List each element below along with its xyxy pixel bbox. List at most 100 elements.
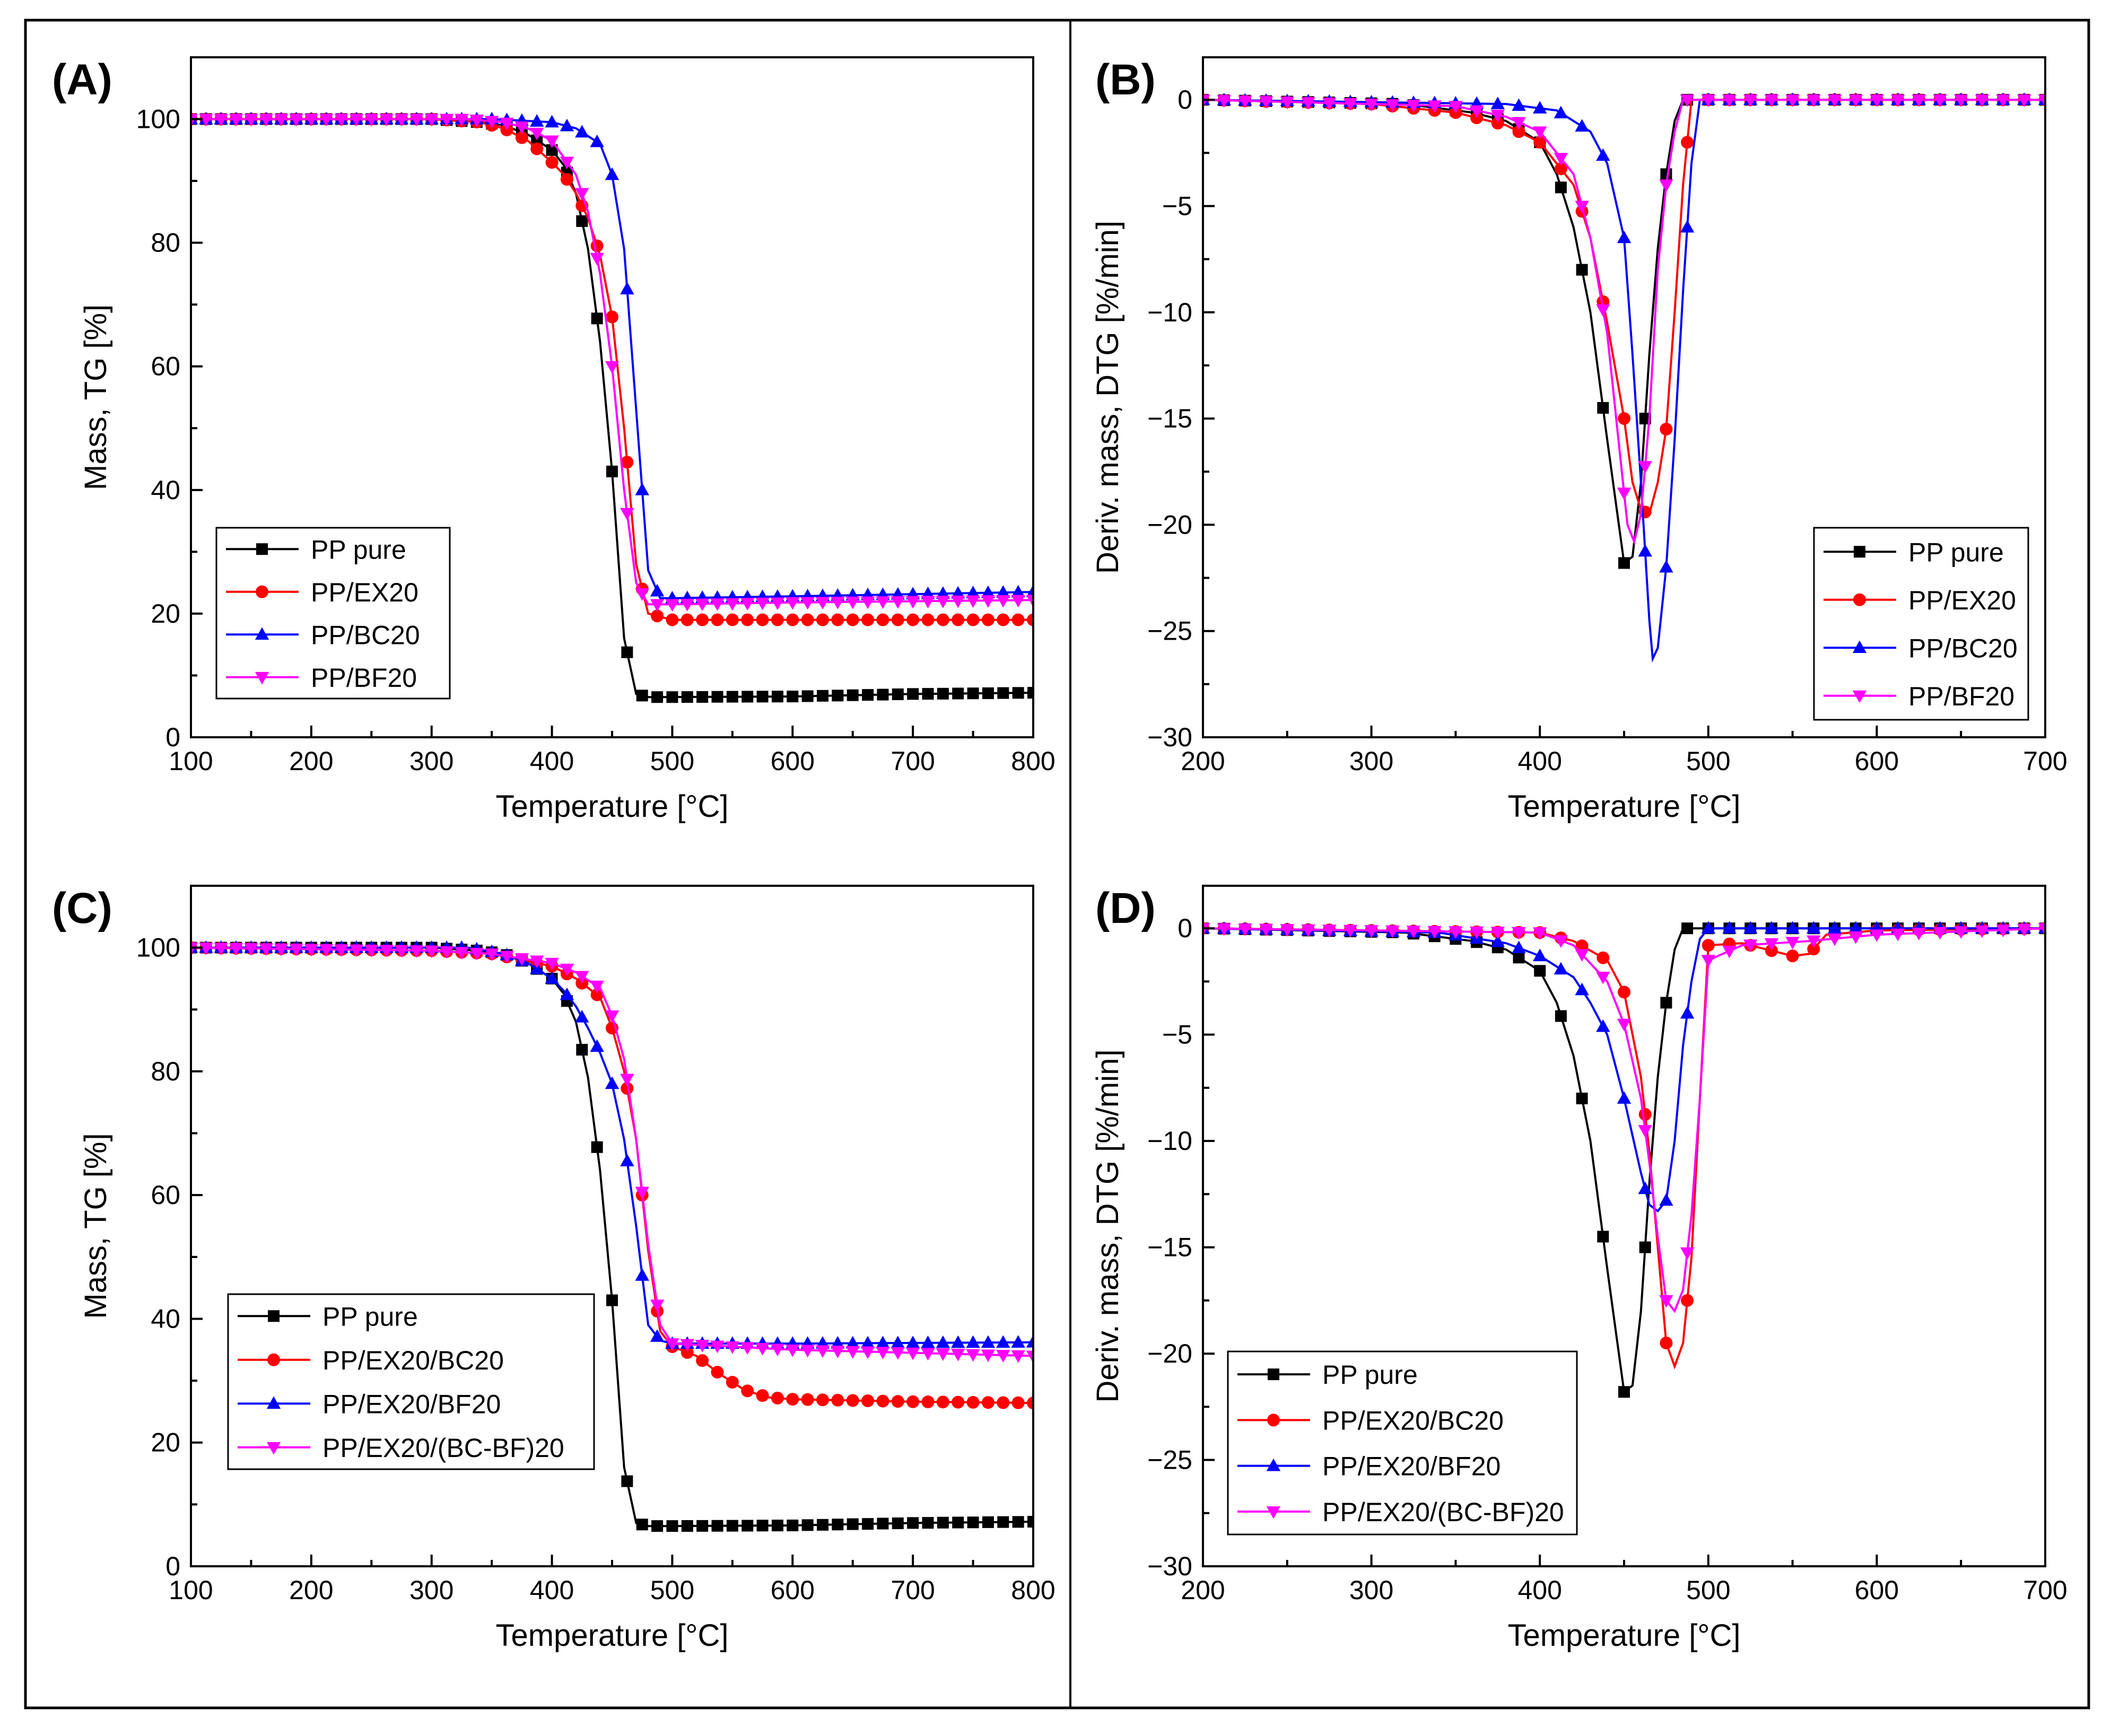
y-tick-label: −5 bbox=[1162, 1020, 1192, 1050]
data-point bbox=[786, 1393, 799, 1406]
data-point bbox=[892, 1517, 904, 1529]
data-point bbox=[815, 1345, 830, 1358]
data-point bbox=[996, 1335, 1010, 1348]
legend-marker bbox=[268, 1310, 280, 1322]
data-point bbox=[591, 1141, 603, 1153]
data-point bbox=[606, 310, 618, 324]
data-point bbox=[922, 688, 934, 700]
data-point bbox=[951, 1348, 965, 1362]
data-point bbox=[787, 691, 799, 703]
legend-marker bbox=[1266, 1458, 1281, 1471]
data-point bbox=[575, 971, 589, 984]
data-point bbox=[892, 688, 904, 701]
legend-label: PP/EX20/BF20 bbox=[322, 1389, 501, 1419]
data-point bbox=[621, 1081, 634, 1095]
series-pp-ex20-bc-bf-20 bbox=[1203, 923, 2045, 1313]
data-point bbox=[620, 508, 634, 521]
data-point bbox=[726, 1520, 738, 1532]
data-point bbox=[289, 114, 303, 127]
data-point bbox=[1639, 1241, 1651, 1253]
data-point bbox=[907, 1517, 919, 1529]
data-point bbox=[1807, 935, 1821, 948]
data-point bbox=[1596, 148, 1610, 161]
data-point bbox=[1027, 1397, 1033, 1410]
data-point bbox=[1427, 100, 1442, 113]
legend-label: PP/BF20 bbox=[311, 663, 417, 693]
series-pp-ex20-bc-bf-20 bbox=[191, 942, 1033, 1364]
data-point bbox=[590, 980, 604, 993]
data-point bbox=[1555, 1010, 1567, 1022]
y-tick-label: 60 bbox=[151, 1180, 180, 1210]
data-point bbox=[1280, 97, 1294, 109]
data-point bbox=[560, 173, 573, 186]
data-point bbox=[1027, 687, 1033, 699]
data-point bbox=[681, 1520, 693, 1532]
data-point bbox=[937, 1516, 949, 1529]
panel-a: (A) 100 200 300 400 500 600 700 800 0 20 40 60 80 100 T… bbox=[52, 56, 1056, 824]
data-point bbox=[560, 963, 574, 976]
x-tick-label: 100 bbox=[169, 746, 213, 776]
data-point bbox=[831, 597, 845, 609]
y-tick-label: −20 bbox=[1147, 510, 1192, 539]
data-point bbox=[1512, 927, 1526, 940]
data-point bbox=[1954, 94, 1968, 107]
data-point bbox=[845, 1346, 860, 1359]
data-point bbox=[1596, 972, 1610, 984]
data-point bbox=[696, 1520, 709, 1532]
data-point bbox=[936, 1395, 949, 1409]
legend: PP pure PP/EX20/BC20 PP/EX20/BF20 PP/EX20/(… bbox=[1227, 1350, 1578, 1536]
data-point bbox=[862, 1518, 874, 1530]
data-point bbox=[1702, 939, 1715, 952]
y-tick-label: −10 bbox=[1147, 298, 1192, 327]
data-point bbox=[1575, 200, 1589, 214]
series-pp-bf20 bbox=[191, 114, 1033, 612]
panels: (A)100 200 300 400 500 600 700 800020406080100T… bbox=[52, 56, 2068, 1653]
data-point bbox=[876, 1347, 890, 1359]
data-point bbox=[862, 689, 874, 701]
data-point bbox=[515, 131, 528, 144]
data-point bbox=[635, 1268, 649, 1281]
data-point bbox=[620, 1154, 634, 1166]
y-tick-label: 80 bbox=[151, 228, 180, 258]
y-tick-label: 60 bbox=[151, 352, 180, 381]
legend-label: PP/EX20/(BC-BF)20 bbox=[322, 1433, 564, 1463]
data-point bbox=[334, 114, 348, 127]
data-point bbox=[1322, 98, 1337, 110]
y-tick-label: −25 bbox=[1147, 1445, 1192, 1475]
data-point bbox=[1996, 94, 2010, 107]
data-point bbox=[1912, 94, 1926, 107]
data-point bbox=[981, 585, 996, 598]
data-point bbox=[455, 114, 469, 127]
data-point bbox=[997, 613, 1010, 626]
data-point bbox=[1743, 94, 1758, 107]
data-point bbox=[1848, 94, 1863, 107]
data-point bbox=[786, 613, 799, 626]
data-point bbox=[1364, 99, 1379, 111]
data-point bbox=[1681, 1294, 1694, 1307]
data-point bbox=[1554, 162, 1567, 176]
data-point bbox=[891, 596, 905, 609]
data-point bbox=[259, 114, 273, 127]
legend-marker bbox=[256, 585, 268, 598]
data-point bbox=[771, 613, 784, 626]
panel-b: (B) 200 300 400 500 600 700 −30 −25 −20 −15 −10 −5 0 T… bbox=[1091, 56, 2068, 824]
y-tick-label: 0 bbox=[1177, 85, 1192, 115]
data-point bbox=[1011, 585, 1025, 598]
data-point bbox=[1575, 939, 1589, 953]
data-point bbox=[1026, 595, 1033, 608]
x-tick-label: 200 bbox=[289, 746, 333, 776]
data-point bbox=[740, 598, 755, 610]
legend-label: PP/EX20/BC20 bbox=[1322, 1406, 1504, 1435]
data-point bbox=[1827, 921, 1842, 934]
x-tick-label: 700 bbox=[891, 746, 935, 776]
data-point bbox=[1576, 1092, 1588, 1104]
legend-marker bbox=[266, 1396, 281, 1409]
data-point bbox=[847, 689, 859, 701]
x-tick-label: 200 bbox=[289, 1575, 333, 1605]
x-axis-title: Temperature [°C] bbox=[495, 1618, 728, 1653]
x-tick-label: 600 bbox=[1855, 746, 1899, 776]
y-tick-label: 80 bbox=[151, 1057, 180, 1086]
data-point bbox=[711, 691, 723, 703]
data-point bbox=[560, 987, 574, 1000]
data-point bbox=[530, 955, 544, 969]
